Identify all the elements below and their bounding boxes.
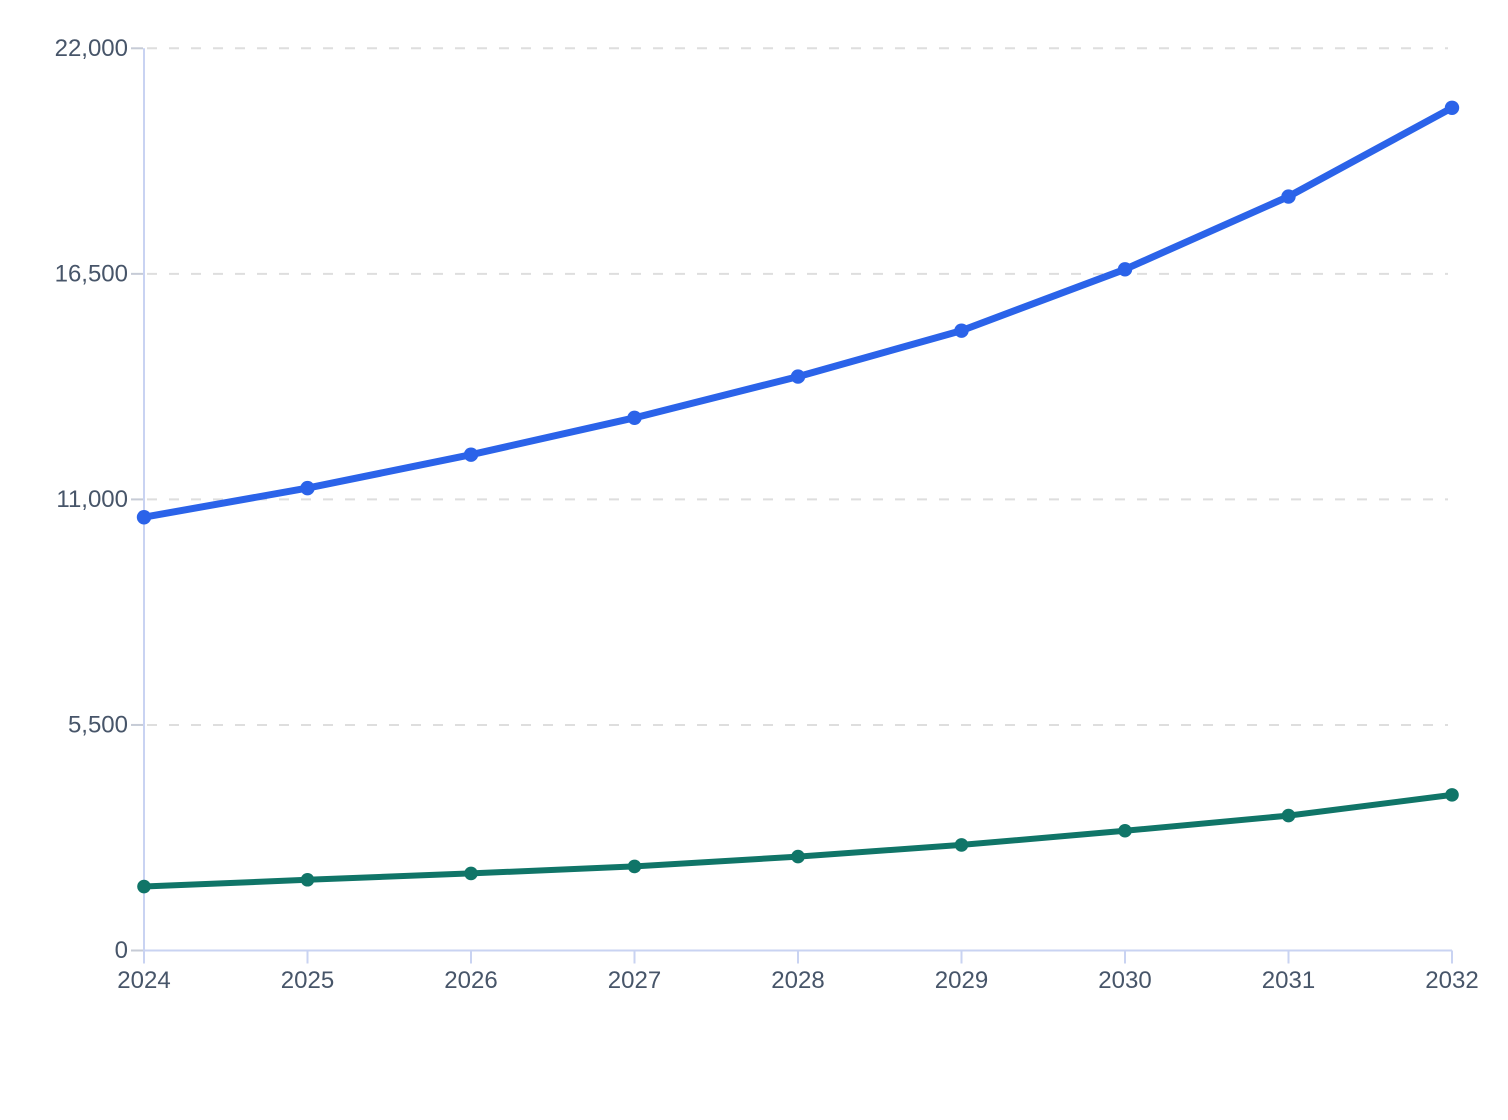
data-point-teal-series-2028[interactable] xyxy=(791,849,805,864)
data-point-blue-series-2030[interactable] xyxy=(1117,262,1133,277)
x-axis-tick-label: 2027 xyxy=(608,967,661,994)
data-point-blue-series-2028[interactable] xyxy=(790,369,806,384)
data-point-teal-series-2024[interactable] xyxy=(137,879,151,894)
y-axis-tick-label: 5,500 xyxy=(68,711,128,738)
data-point-blue-series-2029[interactable] xyxy=(954,323,969,338)
data-point-teal-series-2030[interactable] xyxy=(1118,823,1132,838)
data-point-teal-series-2026[interactable] xyxy=(464,866,478,881)
data-point-blue-series-2026[interactable] xyxy=(463,447,479,462)
data-point-teal-series-2032[interactable] xyxy=(1445,788,1459,802)
data-point-teal-series-2029[interactable] xyxy=(954,838,969,852)
series-line-teal-series xyxy=(141,791,1455,890)
data-point-blue-series-2032[interactable] xyxy=(1444,100,1460,115)
x-axis-tick-label: 2032 xyxy=(1425,967,1478,994)
data-point-blue-series-2025[interactable] xyxy=(300,480,315,496)
series-line-blue-series xyxy=(140,104,1456,521)
x-axis-tick-label: 2031 xyxy=(1262,967,1315,994)
y-axis-tick-label: 22,000 xyxy=(55,35,128,62)
data-point-teal-series-2025[interactable] xyxy=(300,872,315,887)
data-point-teal-series-2031[interactable] xyxy=(1281,808,1296,823)
data-point-blue-series-2031[interactable] xyxy=(1281,189,1296,204)
x-axis-tick-label: 2026 xyxy=(444,967,497,994)
x-axis-tick-label: 2028 xyxy=(771,967,824,994)
data-point-teal-series-2027[interactable] xyxy=(627,859,642,874)
x-axis-tick-label: 2029 xyxy=(935,967,988,994)
x-axis-tick-label: 2024 xyxy=(117,967,170,994)
x-axis-tick-label: 2030 xyxy=(1098,967,1151,994)
y-axis-tick-label: 0 xyxy=(115,937,128,964)
y-axis-tick-label: 11,000 xyxy=(56,486,128,513)
data-point-blue-series-2024[interactable] xyxy=(136,510,152,525)
data-point-blue-series-2027[interactable] xyxy=(627,410,642,425)
y-axis-tick-label: 16,500 xyxy=(55,260,128,287)
x-axis-tick-label: 2025 xyxy=(281,967,334,994)
